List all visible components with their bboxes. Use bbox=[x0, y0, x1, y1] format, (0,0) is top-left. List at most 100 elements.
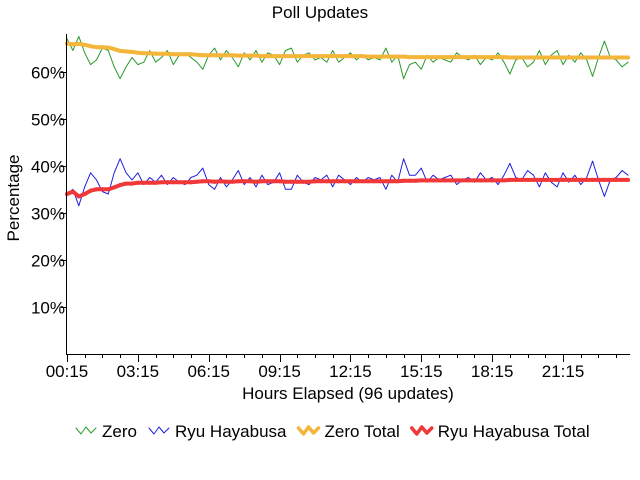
data-point bbox=[90, 172, 92, 174]
data-point bbox=[421, 69, 423, 71]
data-point bbox=[456, 52, 458, 54]
y-tick-label: 40% bbox=[31, 158, 65, 177]
data-point bbox=[415, 61, 417, 63]
data-point bbox=[372, 179, 377, 184]
data-point bbox=[226, 186, 228, 188]
data-point bbox=[592, 76, 594, 78]
data-point bbox=[314, 59, 316, 61]
data-point bbox=[348, 179, 353, 184]
y-axis-ticks: 10% 20% 30% 40% 50% 60% bbox=[31, 64, 66, 318]
legend-item-ryu-hayabusa: Ryu Hayabusa bbox=[148, 422, 287, 441]
data-point bbox=[249, 59, 251, 61]
data-point bbox=[614, 55, 619, 60]
data-point bbox=[149, 50, 151, 52]
data-point bbox=[409, 64, 411, 66]
data-point bbox=[149, 177, 151, 179]
data-point bbox=[472, 55, 477, 60]
data-point bbox=[214, 189, 216, 191]
data-point bbox=[238, 170, 240, 172]
data-point bbox=[456, 184, 458, 186]
data-point bbox=[395, 179, 400, 184]
chart-title: Poll Updates bbox=[272, 3, 368, 22]
data-point bbox=[108, 193, 110, 195]
data-point bbox=[202, 69, 204, 71]
data-point bbox=[326, 61, 328, 63]
data-point bbox=[442, 178, 447, 183]
data-point bbox=[153, 51, 158, 56]
data-point bbox=[82, 192, 87, 196]
data-point bbox=[147, 51, 152, 56]
data-point bbox=[190, 177, 192, 179]
data-point bbox=[259, 179, 264, 184]
data-point bbox=[113, 172, 115, 174]
data-point bbox=[94, 187, 99, 192]
data-point bbox=[313, 179, 317, 184]
data-point bbox=[627, 174, 629, 176]
data-point bbox=[230, 179, 235, 184]
data-point bbox=[527, 170, 529, 172]
data-point bbox=[113, 66, 115, 68]
data-point bbox=[539, 186, 541, 188]
data-point bbox=[496, 55, 501, 60]
data-point bbox=[437, 55, 441, 60]
data-point bbox=[230, 53, 235, 58]
data-point bbox=[307, 179, 312, 184]
data-point bbox=[236, 53, 241, 58]
data-point bbox=[531, 55, 536, 60]
data-point bbox=[96, 179, 98, 181]
data-point bbox=[491, 59, 493, 61]
x-tick-label: 18:15 bbox=[471, 362, 514, 381]
data-point bbox=[165, 51, 170, 56]
data-point bbox=[378, 54, 382, 59]
data-point bbox=[206, 179, 211, 184]
legend-swatch bbox=[410, 425, 434, 436]
data-point bbox=[313, 54, 317, 59]
data-point bbox=[578, 55, 583, 60]
data-point bbox=[249, 177, 251, 179]
data-point bbox=[419, 55, 424, 60]
data-point bbox=[413, 178, 418, 183]
data-point bbox=[332, 186, 334, 188]
x-tick-label: 09:15 bbox=[258, 362, 301, 381]
data-point bbox=[391, 174, 393, 176]
data-point bbox=[360, 179, 365, 184]
data-point bbox=[338, 174, 340, 176]
data-point bbox=[259, 54, 264, 59]
data-point bbox=[285, 189, 287, 191]
data-point bbox=[555, 177, 560, 182]
data-point bbox=[108, 50, 110, 52]
data-point bbox=[135, 50, 140, 55]
data-point bbox=[100, 45, 105, 50]
x-tick-label: 21:15 bbox=[542, 362, 585, 381]
data-point bbox=[261, 61, 263, 63]
data-point bbox=[202, 167, 204, 169]
data-point bbox=[279, 172, 281, 174]
data-point bbox=[620, 55, 625, 60]
data-point bbox=[507, 55, 512, 60]
data-point bbox=[112, 47, 117, 52]
data-point bbox=[490, 178, 495, 183]
data-point bbox=[226, 50, 228, 52]
data-point bbox=[183, 52, 188, 57]
data-point bbox=[419, 178, 424, 183]
data-point bbox=[183, 180, 188, 185]
data-point bbox=[171, 52, 176, 57]
legend-label: Zero bbox=[102, 422, 137, 441]
data-point bbox=[212, 53, 217, 58]
data-point bbox=[161, 57, 163, 59]
data-point bbox=[243, 184, 245, 186]
data-point bbox=[450, 61, 452, 63]
data-point bbox=[271, 179, 276, 184]
data-point bbox=[76, 194, 81, 199]
data-point bbox=[621, 66, 623, 68]
data-point bbox=[480, 172, 482, 174]
data-point bbox=[220, 59, 222, 61]
x-tick-label: 12:15 bbox=[329, 362, 372, 381]
data-point bbox=[383, 179, 388, 184]
data-point bbox=[626, 55, 630, 60]
data-point bbox=[468, 59, 470, 61]
data-point bbox=[131, 57, 133, 59]
data-point bbox=[88, 44, 93, 49]
series-zero-total bbox=[65, 41, 630, 60]
data-point bbox=[72, 50, 74, 52]
